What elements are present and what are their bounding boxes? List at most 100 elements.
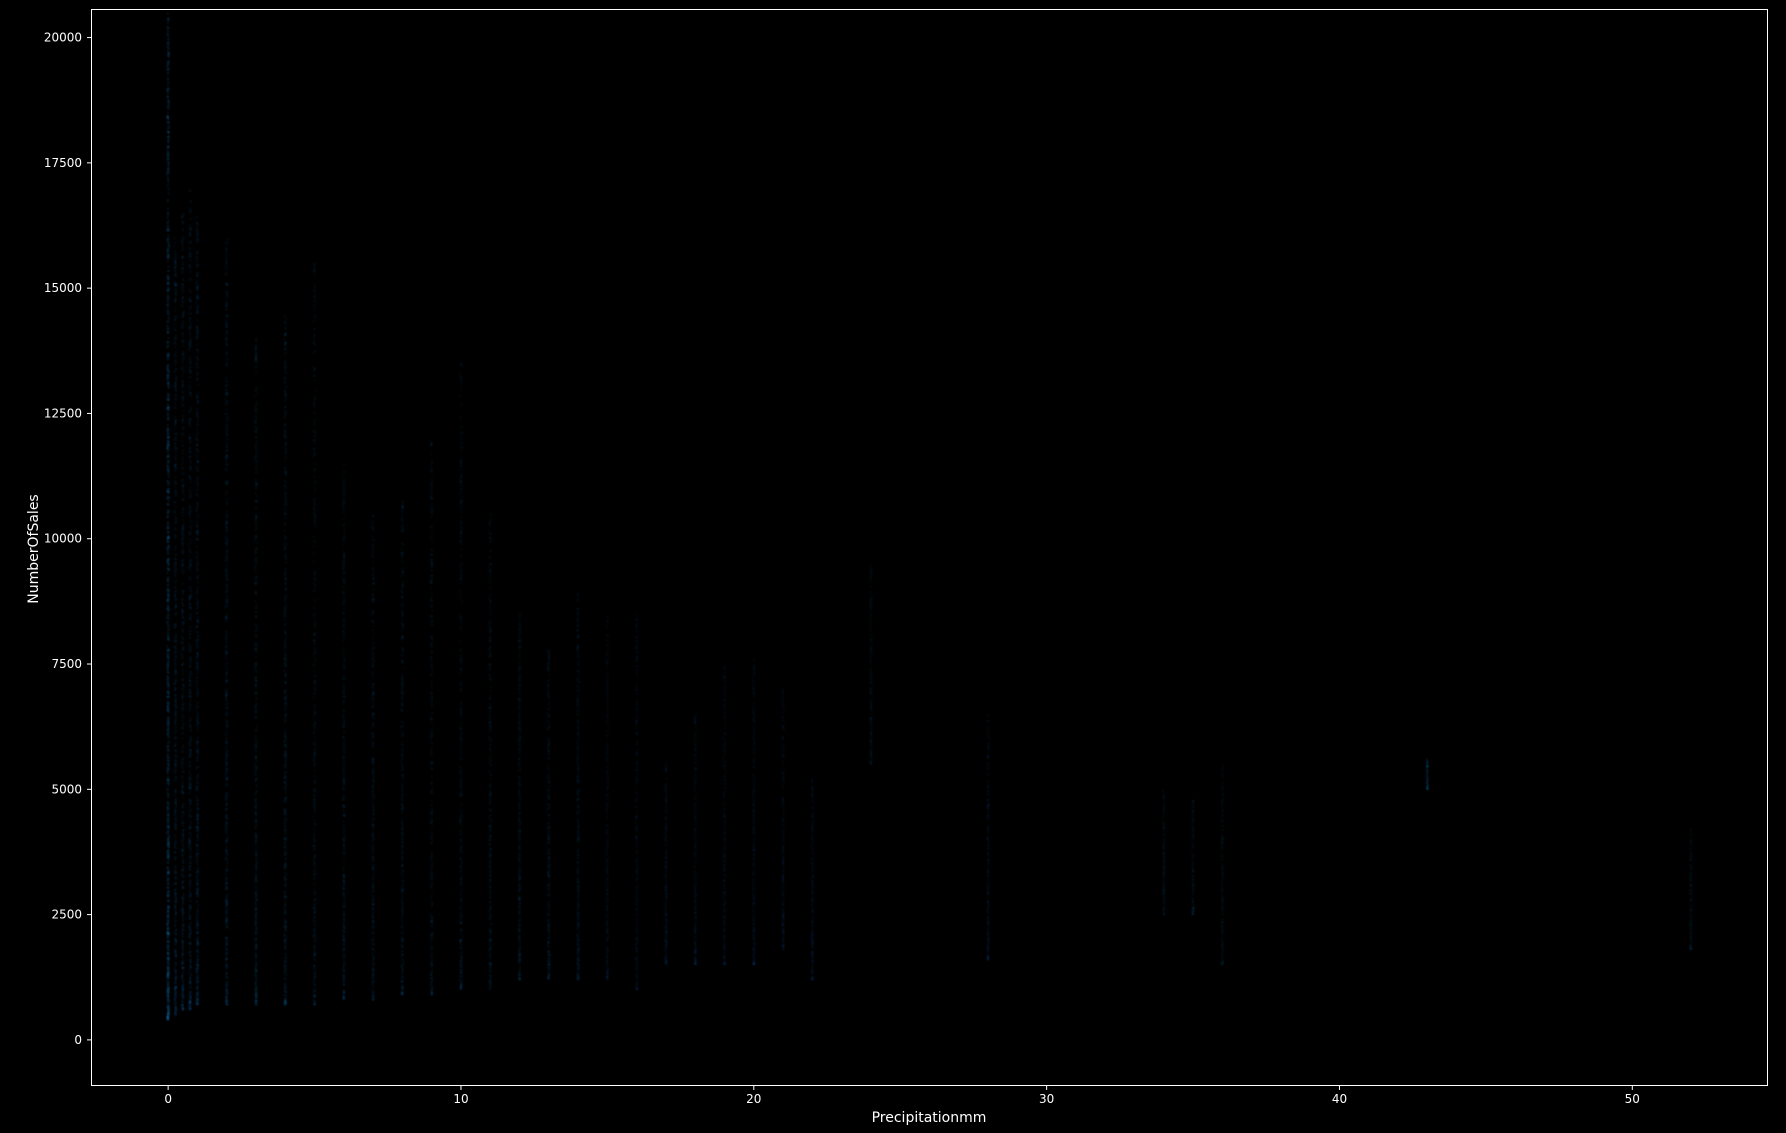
- scatter-point: [166, 930, 170, 934]
- scatter-point: [165, 320, 169, 324]
- scatter-point: [181, 886, 185, 890]
- scatter-point: [173, 722, 177, 727]
- scatter-point: [196, 652, 200, 656]
- scatter-point: [166, 870, 171, 874]
- scatter-point: [166, 756, 170, 760]
- scatter-point: [174, 760, 178, 765]
- scatter-point: [188, 270, 192, 274]
- scatter-point: [188, 450, 192, 454]
- scatter-point: [167, 871, 171, 876]
- scatter-point: [173, 718, 177, 722]
- scatter-point: [283, 365, 287, 369]
- scatter-point: [284, 441, 288, 445]
- scatter-point: [196, 630, 200, 634]
- scatter-point: [195, 259, 199, 263]
- scatter-point: [167, 568, 171, 572]
- scatter-point: [196, 365, 200, 369]
- scatter-point: [188, 485, 192, 489]
- scatter-point: [283, 920, 287, 924]
- scatter-point: [167, 649, 171, 653]
- scatter-point: [188, 961, 193, 965]
- scatter-point: [253, 623, 257, 627]
- scatter-point: [224, 826, 228, 830]
- scatter-point: [166, 530, 171, 535]
- scatter-point: [187, 928, 191, 932]
- scatter-point: [166, 540, 170, 544]
- scatter-point: [196, 962, 200, 967]
- scatter-point: [165, 527, 169, 531]
- scatter-point: [180, 635, 184, 639]
- scatter-point: [167, 116, 171, 121]
- scatter-point: [188, 493, 192, 497]
- scatter-point: [167, 793, 171, 797]
- scatter-point: [224, 693, 228, 697]
- scatter-point: [180, 439, 184, 443]
- scatter-point: [253, 884, 258, 888]
- scatter-point: [166, 551, 170, 556]
- scatter-point: [167, 833, 171, 837]
- scatter-point: [181, 582, 185, 586]
- scatter-point: [166, 35, 170, 39]
- scatter-point: [282, 507, 287, 511]
- scatter-point: [225, 757, 229, 761]
- scatter-point: [174, 705, 178, 709]
- scatter-point: [167, 277, 171, 281]
- scatter-point: [225, 305, 229, 309]
- scatter-point: [189, 589, 193, 593]
- scatter-point: [165, 149, 170, 153]
- scatter-point: [167, 597, 171, 601]
- scatter-point: [225, 961, 229, 965]
- scatter-point: [196, 736, 200, 740]
- scatter-point: [188, 886, 192, 890]
- scatter-point: [181, 558, 185, 562]
- scatter-point: [166, 683, 170, 687]
- scatter-point: [224, 936, 228, 941]
- scatter-point: [225, 289, 229, 294]
- scatter-point: [181, 484, 185, 488]
- scatter-point: [181, 953, 185, 957]
- scatter-point: [166, 252, 170, 257]
- scatter-point: [180, 432, 184, 436]
- scatter-point: [174, 715, 178, 719]
- scatter-point: [167, 317, 171, 321]
- scatter-point: [224, 782, 228, 786]
- scatter-point: [167, 827, 171, 831]
- scatter-point: [173, 456, 178, 460]
- scatter-point: [254, 641, 258, 646]
- scatter-point: [283, 370, 287, 374]
- scatter-point: [181, 858, 185, 862]
- scatter-point: [166, 849, 170, 853]
- scatter-point: [254, 574, 258, 578]
- scatter-point: [254, 344, 258, 348]
- scatter-point: [225, 894, 229, 898]
- scatter-points: [165, 11, 288, 1022]
- scatter-point: [165, 598, 169, 602]
- scatter-point: [174, 864, 178, 868]
- scatter-point: [167, 396, 171, 400]
- scatter-point: [181, 718, 185, 723]
- scatter-point: [165, 446, 170, 450]
- scatter-point: [189, 843, 193, 847]
- scatter-point: [282, 891, 287, 895]
- scatter-point: [224, 308, 228, 312]
- scatter-point: [181, 220, 185, 224]
- scatter-point: [188, 789, 192, 793]
- scatter-point: [189, 659, 193, 664]
- scatter-point: [173, 427, 177, 431]
- scatter-point: [166, 744, 170, 748]
- scatter-point: [166, 1012, 170, 1016]
- scatter-point: [225, 699, 229, 703]
- scatter-point: [284, 451, 288, 455]
- scatter-point: [173, 905, 177, 909]
- scatter-point: [195, 948, 199, 952]
- scatter-point: [225, 724, 229, 728]
- scatter-point: [187, 546, 191, 550]
- scatter-point: [188, 241, 192, 245]
- scatter-point: [173, 463, 177, 467]
- scatter-point: [165, 411, 169, 415]
- scatter-point: [166, 661, 170, 665]
- scatter-point: [284, 702, 288, 706]
- scatter-point: [180, 396, 184, 400]
- scatter-point: [195, 558, 199, 563]
- scatter-point: [283, 458, 288, 462]
